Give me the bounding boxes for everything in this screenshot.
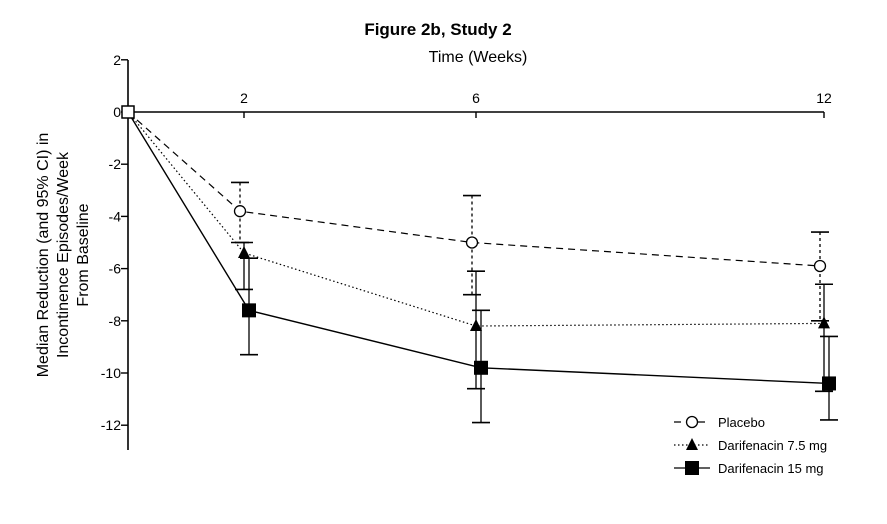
legend: Placebo Darifenacin 7.5 mg Darifenacin 15 … bbox=[674, 415, 827, 476]
y-tick-label: 2 bbox=[113, 52, 121, 68]
axes: 2 0 -2 -4 -6 -8 -10 -12 2 6 12 bbox=[101, 52, 832, 450]
series-layer bbox=[121, 105, 838, 424]
x-axis-label: Time (Weeks) bbox=[429, 49, 528, 66]
legend-label: Darifenacin 15 mg bbox=[718, 461, 824, 476]
y-axis-label: Median Reduction (and 95% CI) in Inconti… bbox=[35, 133, 92, 378]
series-line bbox=[127, 111, 825, 327]
data-point bbox=[233, 205, 247, 218]
legend-item: Darifenacin 7.5 mg bbox=[674, 438, 827, 453]
data-point bbox=[818, 316, 830, 329]
legend-marker bbox=[685, 415, 699, 429]
y-axis-label-line-2: Incontinence Episodes/Week bbox=[55, 151, 72, 358]
y-axis-label-line-3: From Baseline bbox=[75, 203, 92, 306]
data-point bbox=[470, 319, 482, 332]
y-tick-label: -6 bbox=[109, 261, 122, 277]
data-point bbox=[465, 236, 479, 249]
error-bar bbox=[811, 231, 829, 322]
series-line bbox=[127, 111, 830, 385]
series-placebo bbox=[127, 111, 829, 322]
y-tick-label: -2 bbox=[109, 156, 122, 172]
error-bar bbox=[815, 283, 833, 393]
y-tick-label: -8 bbox=[109, 313, 122, 329]
data-point bbox=[238, 245, 250, 258]
series-line bbox=[127, 111, 821, 267]
legend-marker bbox=[686, 438, 698, 450]
data-point bbox=[474, 360, 488, 375]
data-point bbox=[813, 259, 827, 273]
x-tick-label: 2 bbox=[240, 90, 248, 106]
y-tick-label: -4 bbox=[109, 208, 122, 224]
data-point bbox=[242, 303, 256, 318]
y-tick-label: -12 bbox=[101, 417, 121, 433]
legend-marker bbox=[685, 461, 699, 475]
legend-item: Darifenacin 15 mg bbox=[674, 461, 824, 476]
x-tick-label: 12 bbox=[816, 90, 832, 106]
x-tick-label: 6 bbox=[472, 90, 480, 106]
y-tick-label: 0 bbox=[113, 104, 121, 120]
legend-label: Darifenacin 7.5 mg bbox=[718, 438, 827, 453]
y-axis-label-line-1: Median Reduction (and 95% CI) in bbox=[35, 133, 52, 378]
legend-label: Placebo bbox=[718, 415, 765, 430]
series-darifenacin-15-mg bbox=[127, 111, 838, 424]
y-tick-label: -10 bbox=[101, 365, 121, 381]
baseline-point bbox=[121, 105, 135, 119]
data-point bbox=[822, 376, 836, 391]
chart-title: Figure 2b, Study 2 bbox=[364, 20, 511, 39]
legend-item: Placebo bbox=[674, 415, 765, 430]
